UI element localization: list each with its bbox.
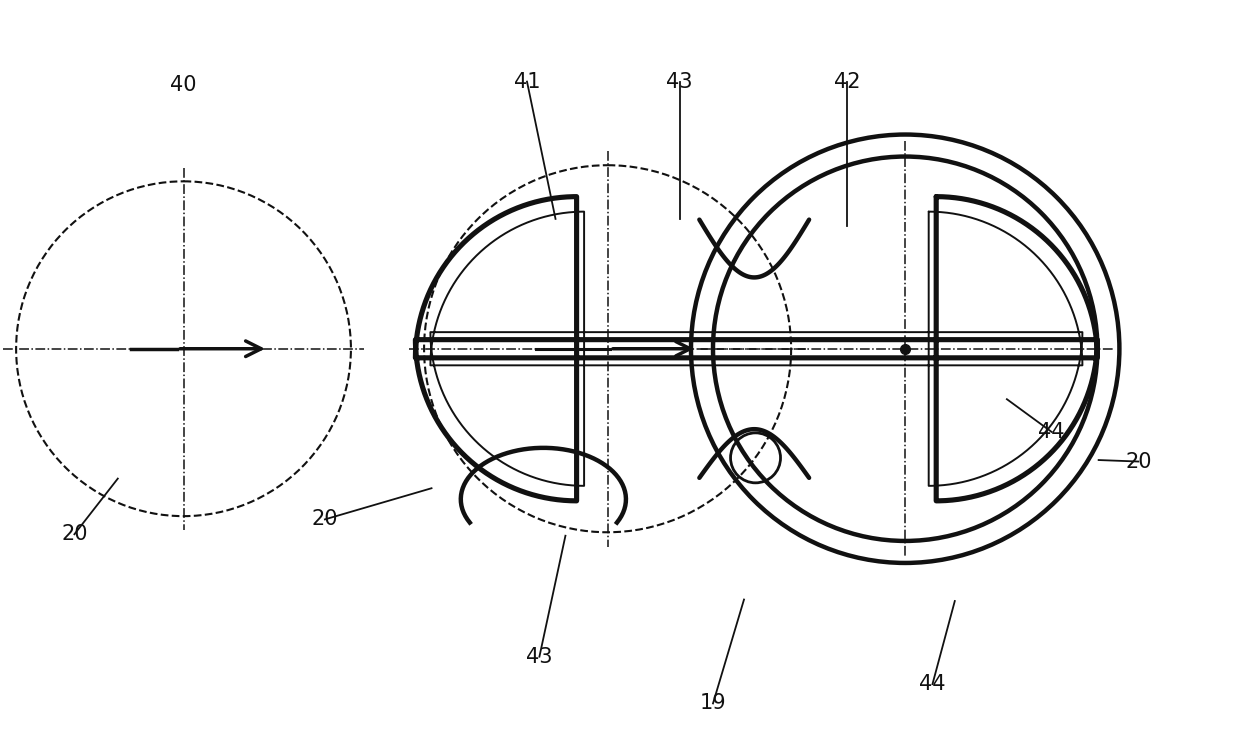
Text: 44: 44	[1038, 422, 1065, 441]
Text: 43: 43	[666, 72, 693, 91]
Text: 19: 19	[699, 694, 727, 713]
Text: 44: 44	[919, 674, 946, 694]
Text: 20: 20	[1125, 452, 1152, 471]
Text: 20: 20	[61, 525, 88, 544]
Text: 20: 20	[311, 510, 339, 529]
Text: 40: 40	[170, 76, 197, 95]
Text: 41: 41	[513, 72, 541, 91]
Text: 43: 43	[526, 647, 553, 666]
Text: 42: 42	[833, 72, 861, 91]
